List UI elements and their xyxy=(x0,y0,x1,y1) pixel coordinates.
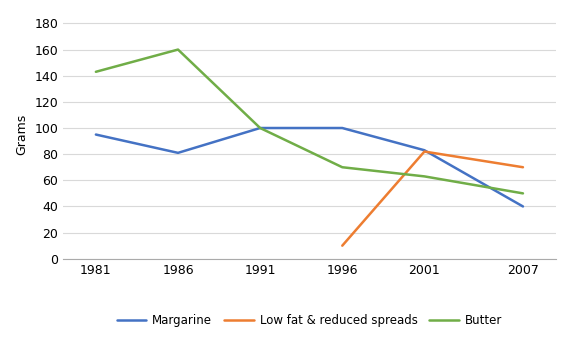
Margarine xyxy=(175,151,182,155)
Butter xyxy=(92,70,99,74)
Margarine xyxy=(339,126,346,130)
Butter xyxy=(175,48,182,52)
Butter xyxy=(257,126,264,130)
Line: Butter: Butter xyxy=(96,50,523,194)
Margarine xyxy=(257,126,264,130)
Butter xyxy=(520,191,527,196)
Butter xyxy=(339,165,346,169)
Low fat & reduced spreads xyxy=(421,149,428,154)
Butter xyxy=(421,174,428,178)
Line: Margarine: Margarine xyxy=(96,128,523,206)
Legend: Margarine, Low fat & reduced spreads, Butter: Margarine, Low fat & reduced spreads, Bu… xyxy=(112,309,507,332)
Line: Low fat & reduced spreads: Low fat & reduced spreads xyxy=(342,151,523,246)
Y-axis label: Grams: Grams xyxy=(15,114,29,155)
Low fat & reduced spreads xyxy=(339,244,346,248)
Margarine xyxy=(92,132,99,137)
Low fat & reduced spreads xyxy=(520,165,527,169)
Margarine xyxy=(520,204,527,208)
Margarine xyxy=(421,148,428,152)
